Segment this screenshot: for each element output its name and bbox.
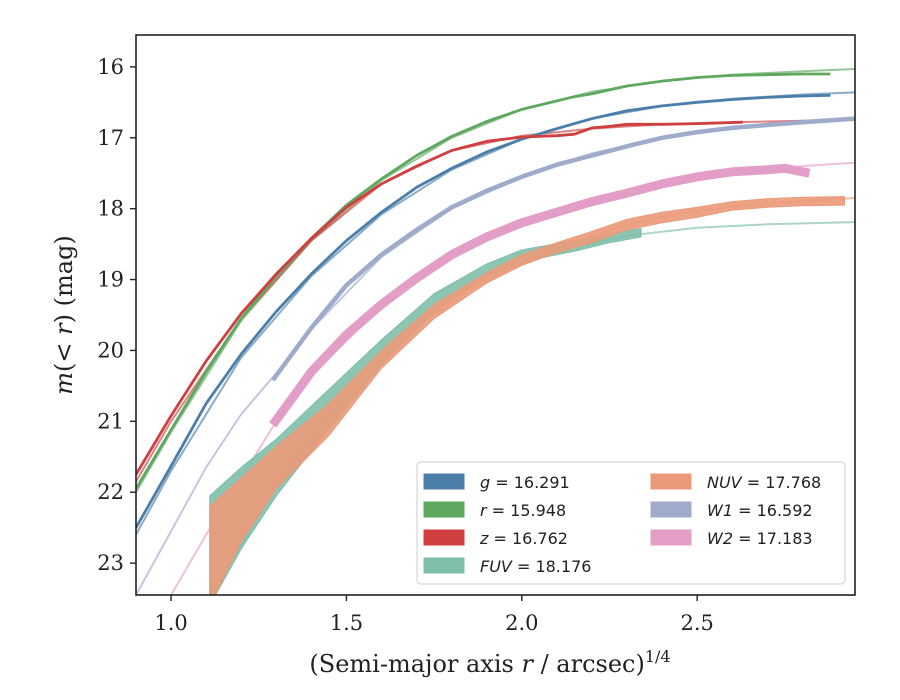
legend: g = 16.291 r = 15.948 z = 16.762 FUV = 18.1…	[416, 461, 846, 585]
legend-swatch-nuv	[650, 473, 692, 490]
legend-label-z: z = 16.762	[479, 529, 568, 548]
x-tick-label: 1.0	[154, 611, 187, 635]
w1-profile-line	[270, 116, 855, 382]
x-tick-label: 2.0	[505, 611, 538, 635]
legend-label-r: r = 15.948	[480, 501, 566, 520]
legend-label-w2: W2 = 17.183	[707, 529, 813, 548]
nuv-uncertainty-band	[209, 196, 845, 595]
r-profile-line	[136, 72, 831, 490]
legend-label-fuv: FUV = 18.176	[480, 557, 591, 576]
x-tick-label: 1.5	[330, 611, 363, 635]
series-layer	[136, 68, 855, 595]
y-tick-label: 17	[97, 126, 124, 150]
legend-box	[416, 461, 846, 585]
y-tick-label: 23	[97, 551, 124, 575]
y-tick-label: 21	[97, 409, 124, 433]
ticks-layer: 1.0 1.5 2.0 2.5 16 17 18 19 20 21 22 23	[97, 55, 714, 635]
y-tick-label: 20	[97, 338, 124, 362]
legend-swatch-w2	[650, 529, 692, 546]
legend-label-w1: W1 = 16.592	[707, 501, 813, 520]
w2-profile-line	[269, 163, 811, 428]
y-tick-label: 16	[97, 55, 124, 79]
y-tick-label: 19	[97, 268, 124, 292]
legend-swatch-z	[423, 529, 465, 546]
x-tick-label: 2.5	[680, 611, 713, 635]
legend-swatch-g	[423, 473, 465, 490]
y-tick-label: 22	[97, 480, 124, 504]
legend-swatch-r	[423, 501, 465, 518]
legend-label-g: g = 16.291	[480, 473, 570, 492]
legend-swatch-fuv	[423, 557, 465, 574]
y-axis-title: m(< r) (mag)	[50, 235, 78, 395]
plot-frame	[135, 34, 856, 596]
legend-label-nuv: NUV = 17.768	[707, 473, 821, 492]
g-profile-line	[136, 93, 831, 529]
x-axis-title: (Semi-major axis r / arcsec)1/4	[309, 647, 670, 678]
legend-swatch-w1	[650, 501, 692, 518]
z-profile-line	[136, 120, 743, 476]
y-tick-label: 18	[97, 197, 124, 221]
